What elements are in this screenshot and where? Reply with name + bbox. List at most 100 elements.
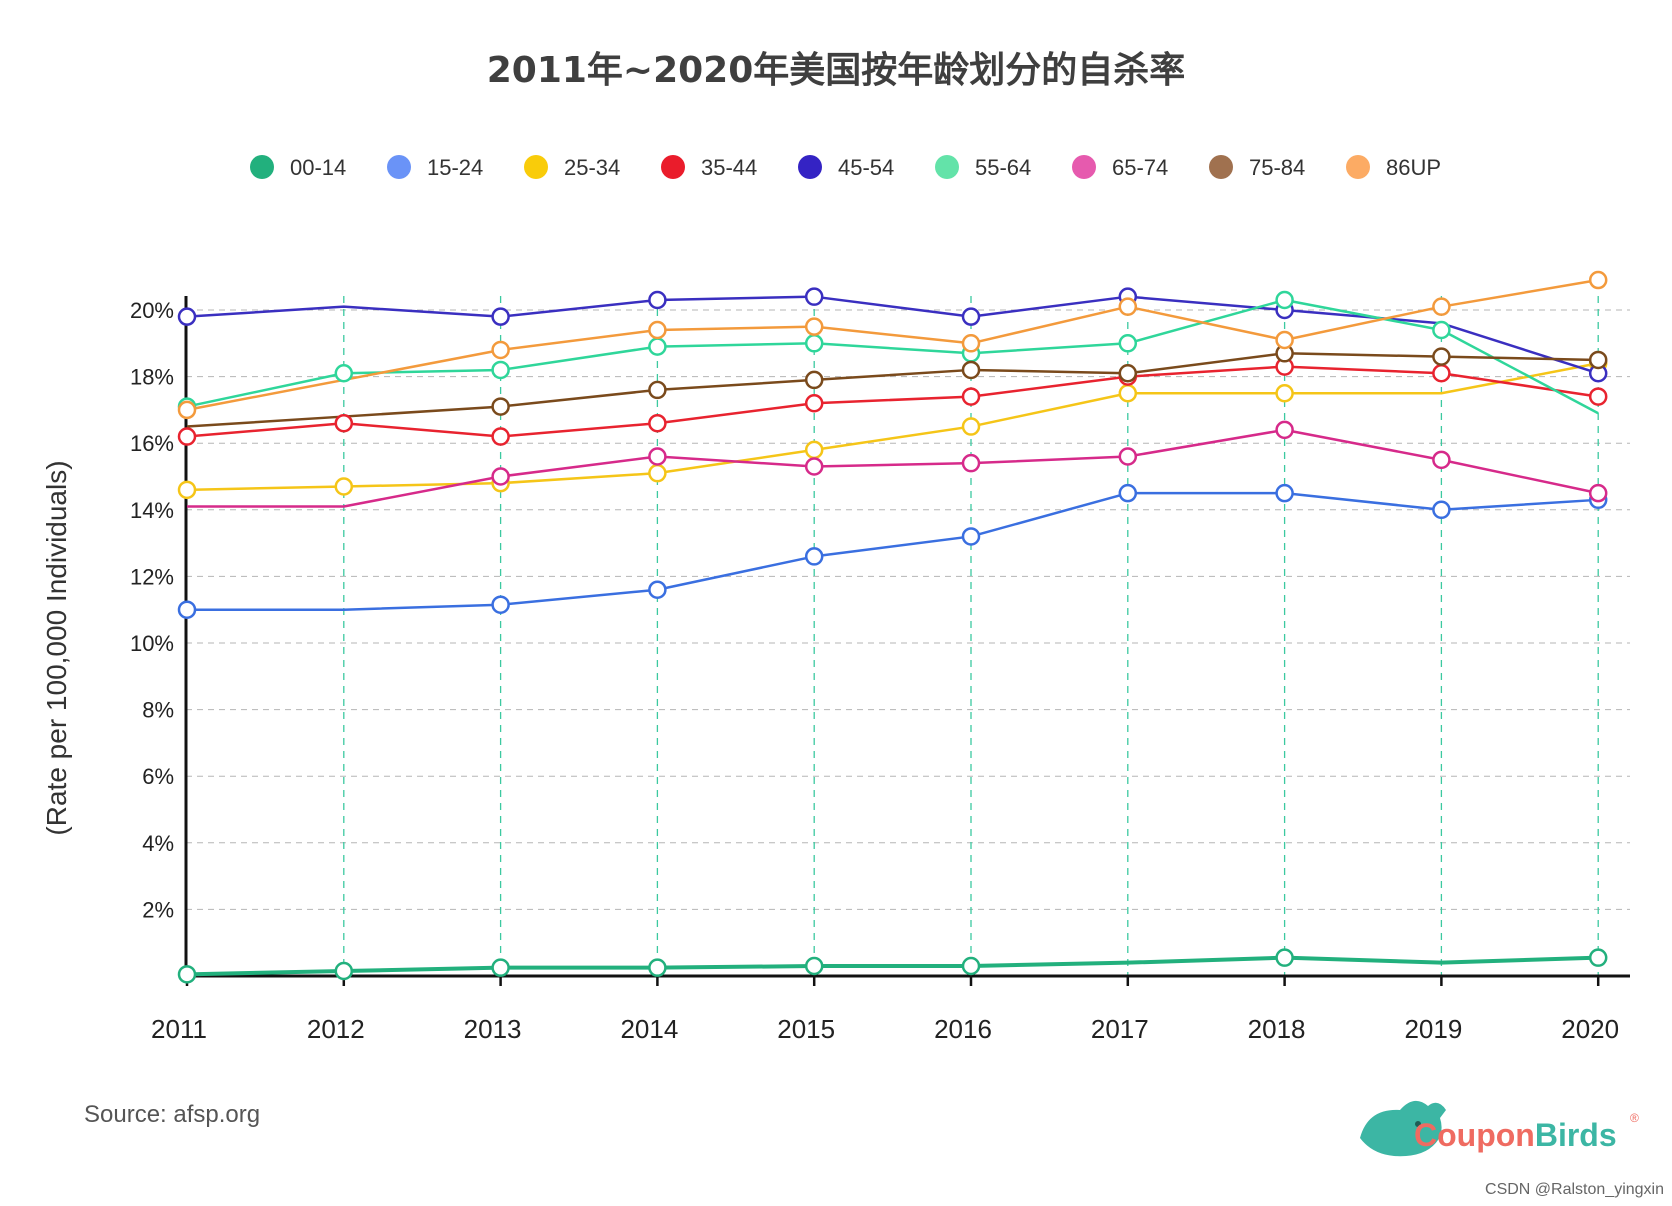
point-75-84-2015 bbox=[804, 370, 824, 390]
series-line-00-14 bbox=[186, 955, 1599, 977]
chart-title: 2011年~2020年美国按年龄划分的自杀率 bbox=[487, 50, 1186, 91]
y-axis-label: (Rate per 100,000 Individuals) bbox=[41, 460, 72, 835]
x-tick-label: 2018 bbox=[1248, 1014, 1306, 1044]
point-86UP-2016 bbox=[961, 334, 981, 353]
point-25-34-2017 bbox=[1118, 384, 1138, 403]
y-tick-label: 18% bbox=[130, 365, 174, 390]
legend-swatch-25-34 bbox=[524, 155, 548, 179]
point-25-34-2016 bbox=[961, 417, 981, 436]
y-tick-label: 6% bbox=[142, 764, 174, 789]
legend-swatch-15-24 bbox=[387, 155, 411, 179]
legend-swatch-75-84 bbox=[1209, 155, 1233, 179]
point-15-24-2017 bbox=[1118, 483, 1138, 503]
point-15-24-2013 bbox=[491, 595, 510, 614]
legend-swatch-35-44 bbox=[661, 155, 685, 179]
point-35-44-2011 bbox=[177, 427, 197, 446]
point-35-44-2020 bbox=[1588, 387, 1608, 406]
point-65-74-2017 bbox=[1118, 447, 1138, 466]
point-55-64-2012 bbox=[334, 364, 354, 383]
series-line-35-44 bbox=[186, 365, 1599, 438]
point-65-74-2020 bbox=[1588, 483, 1608, 503]
source-note: Source: afsp.org bbox=[84, 1101, 260, 1128]
series-line-65-74 bbox=[187, 428, 1599, 508]
bird-eye-icon bbox=[1415, 1121, 1421, 1127]
point-86UP-2013 bbox=[491, 340, 510, 360]
x-tick-label: 2014 bbox=[620, 1014, 678, 1044]
point-55-64-2013 bbox=[491, 360, 510, 380]
grid bbox=[186, 309, 1630, 910]
point-75-84-2020 bbox=[1588, 350, 1608, 370]
point-55-64-2019 bbox=[1432, 320, 1451, 340]
point-00-14-2011 bbox=[177, 965, 197, 984]
bird-icon bbox=[1360, 1100, 1446, 1157]
y-tick-label: 14% bbox=[130, 498, 174, 523]
y-tick-label: 20% bbox=[130, 298, 174, 323]
legend-label-00-14: 00-14 bbox=[290, 155, 346, 180]
point-35-44-2013 bbox=[491, 427, 510, 446]
point-35-44-2015 bbox=[804, 393, 824, 413]
point-35-44-2012 bbox=[334, 413, 354, 433]
point-86UP-2017 bbox=[1118, 297, 1138, 316]
coupon-birds-logo: CouponBirds ® bbox=[1360, 1100, 1639, 1157]
point-35-44-2019 bbox=[1432, 364, 1451, 383]
legend-label-25-34: 25-34 bbox=[564, 155, 620, 180]
series-line-86UP bbox=[186, 278, 1599, 412]
point-15-24-2015 bbox=[804, 547, 824, 566]
y-tick-label: 10% bbox=[130, 631, 174, 656]
point-45-54-2016 bbox=[961, 307, 981, 326]
series-line-15-24 bbox=[187, 491, 1599, 611]
point-00-14-2013 bbox=[491, 958, 510, 977]
point-35-44-2014 bbox=[648, 413, 667, 433]
x-tick-label: 2013 bbox=[464, 1014, 522, 1044]
logo-registered: ® bbox=[1630, 1111, 1639, 1125]
point-86UP-2019 bbox=[1432, 297, 1451, 316]
point-25-34-2018 bbox=[1275, 384, 1294, 403]
point-35-44-2016 bbox=[961, 387, 981, 406]
point-15-24-2018 bbox=[1275, 483, 1294, 503]
series-line-45-54 bbox=[186, 295, 1599, 375]
series-lines bbox=[186, 278, 1599, 977]
series-markers bbox=[177, 270, 1608, 984]
logo-text: CouponBirds bbox=[1414, 1117, 1617, 1153]
point-15-24-2019 bbox=[1432, 500, 1451, 520]
point-55-64-2014 bbox=[648, 337, 667, 356]
legend: 00-14 15-24 25-34 35-44 45-54 55-64 65-74 75-84… bbox=[250, 155, 1441, 180]
point-15-24-2014 bbox=[648, 580, 667, 599]
point-65-74-2018 bbox=[1275, 420, 1294, 440]
x-tick-label: 2016 bbox=[934, 1014, 992, 1044]
legend-label-75-84: 75-84 bbox=[1249, 155, 1305, 180]
point-25-34-2011 bbox=[177, 480, 197, 500]
point-25-34-2012 bbox=[334, 477, 354, 496]
x-tick-label: 2020 bbox=[1561, 1014, 1619, 1044]
y-tick-label: 12% bbox=[130, 564, 174, 589]
series-line-75-84 bbox=[186, 352, 1599, 428]
x-tick-label: 2019 bbox=[1404, 1014, 1462, 1044]
point-86UP-2015 bbox=[804, 317, 824, 336]
point-65-74-2015 bbox=[804, 457, 824, 476]
point-75-84-2013 bbox=[491, 397, 510, 416]
x-tick-label: 2015 bbox=[777, 1014, 835, 1044]
y-tick-label: 2% bbox=[142, 897, 174, 922]
legend-swatch-55-64 bbox=[935, 155, 959, 179]
legend-label-86UP: 86UP bbox=[1386, 155, 1441, 180]
point-75-84-2016 bbox=[961, 360, 981, 380]
point-75-84-2014 bbox=[648, 380, 667, 400]
series-line-25-34 bbox=[186, 362, 1599, 492]
point-86UP-2018 bbox=[1275, 330, 1294, 350]
point-00-14-2014 bbox=[648, 958, 667, 977]
x-ticks: 2011 2012 2013 2014 2015 2016 2017 2018 2019 2020 bbox=[151, 976, 1619, 1044]
point-15-24-2016 bbox=[961, 527, 981, 546]
y-tick-label: 8% bbox=[142, 698, 174, 723]
legend-swatch-65-74 bbox=[1072, 155, 1096, 179]
point-00-14-2016 bbox=[961, 956, 981, 976]
point-86UP-2011 bbox=[177, 400, 197, 420]
point-45-54-2013 bbox=[491, 307, 510, 326]
point-25-34-2014 bbox=[648, 463, 667, 483]
point-15-24-2011 bbox=[177, 600, 197, 619]
series-line-55-64 bbox=[186, 298, 1599, 415]
point-86UP-2014 bbox=[648, 320, 667, 340]
point-75-84-2017 bbox=[1118, 364, 1138, 383]
point-55-64-2017 bbox=[1118, 334, 1138, 353]
point-45-54-2015 bbox=[804, 287, 824, 306]
